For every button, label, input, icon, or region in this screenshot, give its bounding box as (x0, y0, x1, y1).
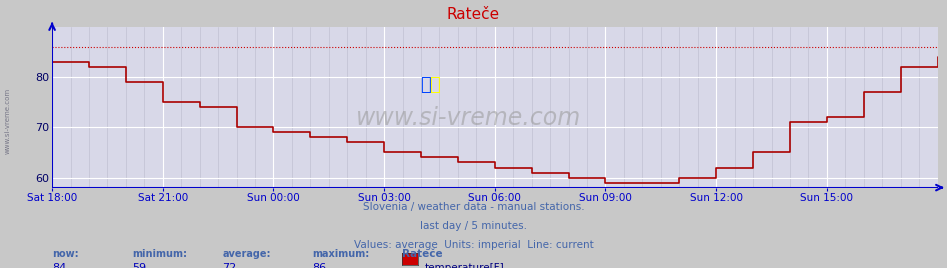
Text: www.si-vreme.com: www.si-vreme.com (356, 106, 581, 131)
Text: www.si-vreme.com: www.si-vreme.com (5, 88, 10, 154)
Text: ⬛: ⬛ (420, 76, 431, 94)
Text: now:: now: (52, 249, 79, 259)
Text: Slovenia / weather data - manual stations.: Slovenia / weather data - manual station… (363, 202, 584, 212)
Text: ⬛: ⬛ (429, 76, 440, 94)
Text: maximum:: maximum: (313, 249, 369, 259)
Text: Values: average  Units: imperial  Line: current: Values: average Units: imperial Line: cu… (353, 240, 594, 250)
Text: 84: 84 (52, 263, 66, 268)
Text: temperature[F]: temperature[F] (424, 263, 504, 268)
Text: 86: 86 (313, 263, 327, 268)
Text: Rateče: Rateče (402, 249, 443, 259)
Text: average:: average: (223, 249, 271, 259)
Text: 59: 59 (133, 263, 147, 268)
Text: last day / 5 minutes.: last day / 5 minutes. (420, 221, 527, 231)
Text: 72: 72 (223, 263, 237, 268)
Text: minimum:: minimum: (133, 249, 188, 259)
Text: Rateče: Rateče (447, 7, 500, 22)
